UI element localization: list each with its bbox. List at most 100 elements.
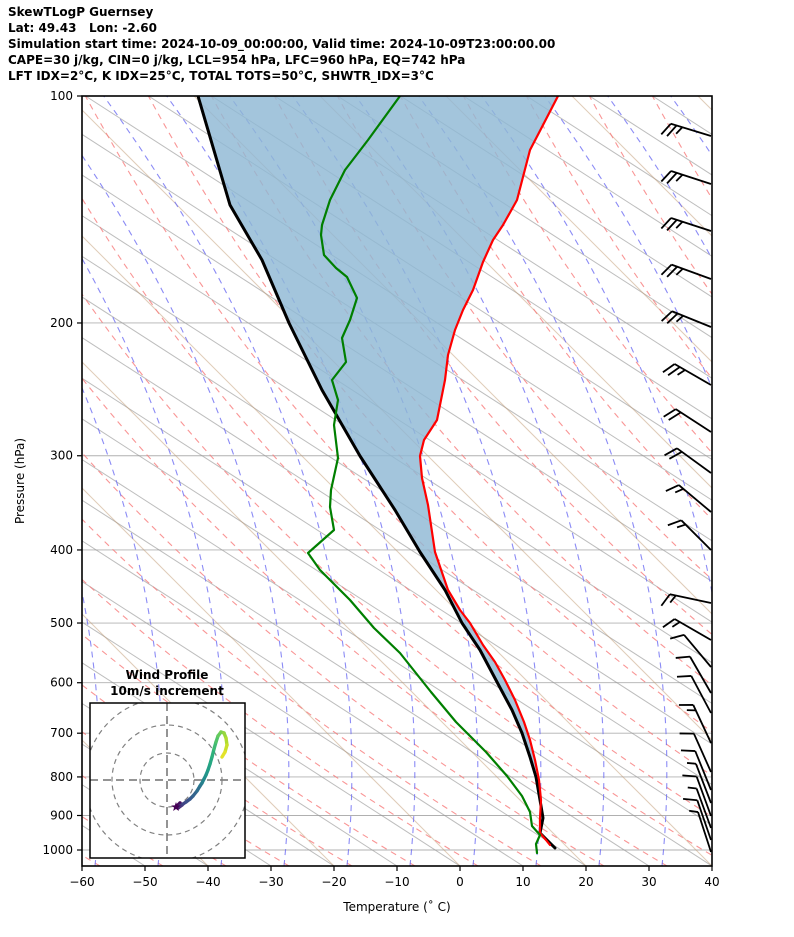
isotherm-line — [82, 133, 712, 542]
isotherm-line — [82, 418, 712, 826]
dry-adiabat-line — [462, 96, 712, 454]
moist-adiabat-line — [103, 96, 353, 866]
isotherm-line — [526, 96, 712, 217]
wind-barb — [678, 704, 712, 744]
x-tick-label: 10 — [515, 875, 530, 889]
isotherm-line — [463, 96, 712, 257]
y-tick-label: 400 — [50, 543, 73, 557]
moist-adiabat-line — [82, 257, 227, 866]
x-tick-label: −20 — [321, 875, 346, 889]
dry-adiabat-line — [715, 96, 794, 866]
isotherm-line — [82, 215, 712, 623]
isotherm-line — [82, 540, 587, 866]
moist-adiabat-line — [734, 96, 794, 866]
wind-barb — [660, 217, 712, 232]
x-tick-label: 40 — [704, 875, 719, 889]
moist-adiabat-line — [82, 386, 164, 866]
moist-adiabat-line — [544, 96, 712, 390]
hodograph-start-marker — [171, 802, 181, 811]
dry-adiabat-line — [82, 197, 712, 818]
x-tick-label: 30 — [641, 875, 656, 889]
x-tick-label: −40 — [195, 875, 220, 889]
x-tick-label: 20 — [578, 875, 593, 889]
wind-barb — [665, 484, 712, 513]
wind-barb — [675, 655, 712, 694]
wind-barb — [682, 797, 712, 841]
wind-barb — [680, 749, 712, 791]
wind-barb — [664, 447, 712, 474]
dry-adiabat-line — [82, 377, 668, 866]
wind-barb — [687, 786, 712, 829]
x-tick-label: −50 — [132, 875, 157, 889]
sounding-curves — [196, 96, 560, 855]
wind-barb — [679, 732, 712, 773]
x-tick-label: −60 — [69, 875, 94, 889]
dry-adiabat-line — [82, 518, 542, 866]
isotherm-line — [82, 361, 587, 866]
wind-barb — [682, 774, 712, 817]
isotherm-line — [82, 174, 712, 583]
wind-barb — [689, 809, 712, 853]
wind-barb — [686, 762, 712, 804]
dry-adiabat-line — [84, 96, 712, 777]
wind-barb — [660, 170, 712, 185]
isotherm-line — [337, 96, 712, 339]
inset-speed-ring — [139, 752, 195, 808]
isotherm-line — [445, 96, 712, 363]
isotherm-line — [82, 235, 712, 866]
wind-barb — [660, 593, 712, 607]
y-tick-label: 800 — [50, 770, 73, 784]
x-axis-label: Temperature (˚ C) — [342, 899, 450, 914]
dry-adiabat-line — [399, 96, 712, 521]
x-tick-label: −30 — [258, 875, 283, 889]
wind-barb — [662, 618, 712, 641]
y-tick-label: 500 — [50, 616, 73, 630]
y-tick-label: 100 — [50, 89, 73, 103]
dry-adiabat-line — [210, 96, 712, 686]
chart-header: SkewTLogP Guernsey Lat: 49.43 Lon: -2.60… — [8, 5, 556, 83]
inset-speed-ring — [111, 724, 223, 836]
hodograph-trace-segment — [220, 750, 227, 759]
isotherm-line — [400, 96, 712, 298]
isotherm-line — [82, 458, 712, 866]
dry-adiabat-line — [82, 578, 479, 866]
wind-barb — [660, 122, 712, 137]
isotherm-line — [82, 377, 712, 786]
dry-adiabat-line — [336, 96, 712, 581]
inset-title-line2: 10m/s increment — [110, 684, 224, 698]
isotherm-line — [571, 96, 712, 237]
y-tick-label: 600 — [50, 676, 73, 690]
isotherm-line — [82, 487, 461, 866]
inset-border — [89, 702, 246, 859]
y-tick-label: 900 — [50, 808, 73, 822]
isotherm-line — [82, 499, 650, 866]
cape-area-polygon — [198, 96, 558, 833]
y-tick-label: 300 — [50, 449, 73, 463]
wind-profile-inset — [89, 702, 246, 859]
isotherm-line — [82, 621, 461, 866]
moist-adiabat-line — [481, 96, 712, 596]
inset-background — [90, 703, 245, 858]
inset-title-line1: Wind Profile — [126, 668, 209, 682]
isotherm-line — [82, 109, 712, 741]
dry-adiabat-line — [82, 451, 605, 866]
wind-barb — [662, 363, 712, 386]
x-tick-label: 0 — [456, 875, 464, 889]
wind-barb — [661, 310, 712, 328]
isotherm-line — [652, 96, 712, 135]
isotherm-line — [82, 296, 712, 705]
x-tick-label: −10 — [384, 875, 409, 889]
dry-adiabat-line — [82, 293, 712, 856]
isotherm-line — [82, 580, 524, 866]
dry-adiabat-line — [525, 96, 712, 380]
wind-barbs-column — [660, 122, 712, 853]
wind-barb — [663, 408, 712, 433]
y-axis-label: Pressure (hPa) — [13, 438, 27, 524]
parcel-trace-line — [196, 96, 557, 850]
y-tick-label: 200 — [50, 316, 73, 330]
dewpoint-line — [306, 96, 542, 855]
wind-barb — [660, 263, 712, 280]
y-tick-label: 1000 — [42, 843, 73, 857]
